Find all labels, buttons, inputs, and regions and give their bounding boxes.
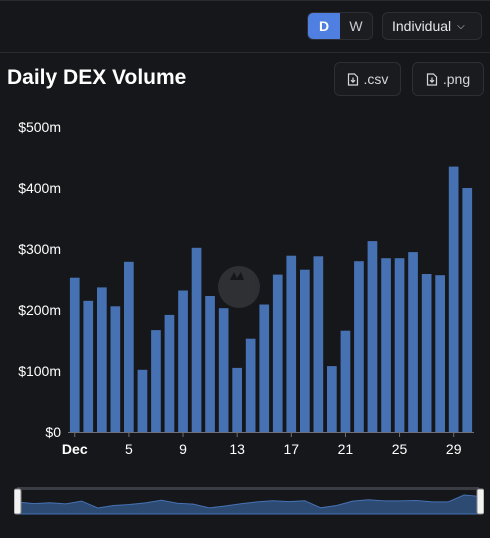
granularity-toggle: D W <box>307 12 373 40</box>
weekly-toggle-button[interactable]: W <box>349 18 363 34</box>
bar[interactable] <box>205 296 215 432</box>
bar[interactable] <box>340 330 351 432</box>
x-tick-label: 21 <box>338 441 354 457</box>
x-tick-label: Dec <box>62 441 88 457</box>
bar[interactable] <box>164 314 175 432</box>
bar[interactable] <box>462 188 473 432</box>
bar[interactable] <box>300 269 310 432</box>
download-csv-button[interactable]: .csv <box>334 62 401 96</box>
bar[interactable] <box>124 261 134 432</box>
bar[interactable] <box>327 366 337 432</box>
download-csv-label: .csv <box>363 71 389 87</box>
breakdown-select[interactable]: Individual ⌵ <box>382 12 482 40</box>
bar[interactable] <box>245 338 256 432</box>
y-axis: $0 $100m $200m $300m $400m $500m <box>18 119 61 440</box>
bar[interactable] <box>408 252 418 432</box>
y-tick-label: $400m <box>18 180 61 196</box>
bar[interactable] <box>178 290 188 433</box>
bar[interactable] <box>151 330 161 432</box>
bar[interactable] <box>259 304 270 433</box>
bar[interactable] <box>394 258 405 432</box>
file-download-icon <box>426 72 437 86</box>
bar[interactable] <box>367 241 378 432</box>
y-tick-label: $200m <box>18 302 61 318</box>
range-brush[interactable] <box>14 483 484 517</box>
y-tick-label: $500m <box>18 119 61 135</box>
bar[interactable] <box>137 369 148 432</box>
bar[interactable] <box>218 308 229 432</box>
bar[interactable] <box>313 256 324 432</box>
y-tick-label: $300m <box>18 241 61 257</box>
bar[interactable] <box>381 258 391 432</box>
x-tick-label: 13 <box>229 441 245 457</box>
file-download-icon <box>347 72 358 86</box>
x-tick-label: 25 <box>392 441 408 457</box>
x-tick-label: 17 <box>284 441 300 457</box>
bar[interactable] <box>97 287 107 432</box>
daily-toggle-button[interactable]: D <box>308 13 340 39</box>
y-tick-label: $100m <box>18 363 61 379</box>
y-tick-label: $0 <box>45 424 61 440</box>
brush-left-handle[interactable] <box>14 488 22 515</box>
brush-top-bar <box>17 487 479 490</box>
breakdown-select-value: Individual <box>392 18 452 34</box>
bar[interactable] <box>448 166 459 432</box>
bar[interactable] <box>286 255 297 432</box>
x-tick-label: 9 <box>179 441 187 457</box>
bar-chart: $0 $100m $200m $300m $400m $500m Dec 5 9 13 17 21 2… <box>18 119 474 457</box>
x-axis: Dec 5 9 13 17 21 25 29 <box>62 432 474 457</box>
download-png-button[interactable]: .png <box>412 62 484 96</box>
watermark-logo <box>218 266 260 308</box>
chart-toolbar: D W Individual ⌵ <box>0 0 490 53</box>
top-border <box>0 0 490 1</box>
bar[interactable] <box>83 300 94 432</box>
bar[interactable] <box>110 306 121 432</box>
x-tick-label: 5 <box>125 441 133 457</box>
brush-right-handle[interactable] <box>476 488 484 515</box>
chart-title: Daily DEX Volume <box>7 66 187 89</box>
bar-series <box>69 166 473 433</box>
bar[interactable] <box>232 367 242 432</box>
bar[interactable] <box>354 261 364 432</box>
bar[interactable] <box>421 274 432 432</box>
bar[interactable] <box>272 274 283 432</box>
bar[interactable] <box>69 277 80 432</box>
bar[interactable] <box>191 247 202 432</box>
bar[interactable] <box>435 275 445 432</box>
brush-volume-area <box>17 494 481 515</box>
download-png-label: .png <box>442 71 471 87</box>
chevron-down-icon: ⌵ <box>457 20 465 32</box>
x-tick-label: 29 <box>446 441 462 457</box>
